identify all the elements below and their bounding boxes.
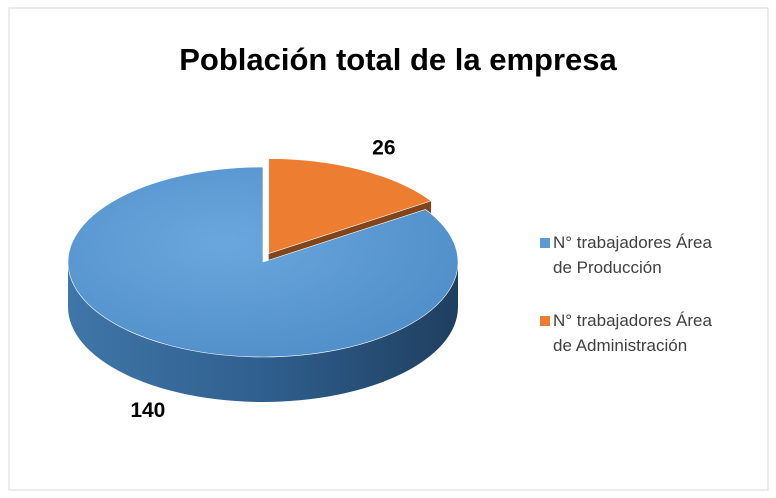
- legend-swatch: [540, 316, 550, 326]
- data-label: 26: [372, 136, 395, 159]
- chart-title: Población total de la empresa: [179, 42, 617, 77]
- data-label: 140: [130, 399, 165, 422]
- legend-item: N° trabajadores Área de Producción: [540, 230, 730, 280]
- legend-label: N° trabajadores Área de Producción: [553, 233, 712, 277]
- legend-item: N° trabajadores Área de Administración: [540, 308, 730, 358]
- slice: [67, 166, 459, 358]
- legend-swatch: [540, 238, 550, 248]
- legend-label: N° trabajadores Área de Administración: [553, 311, 712, 355]
- slice-side: [68, 262, 458, 402]
- slice: [268, 158, 432, 254]
